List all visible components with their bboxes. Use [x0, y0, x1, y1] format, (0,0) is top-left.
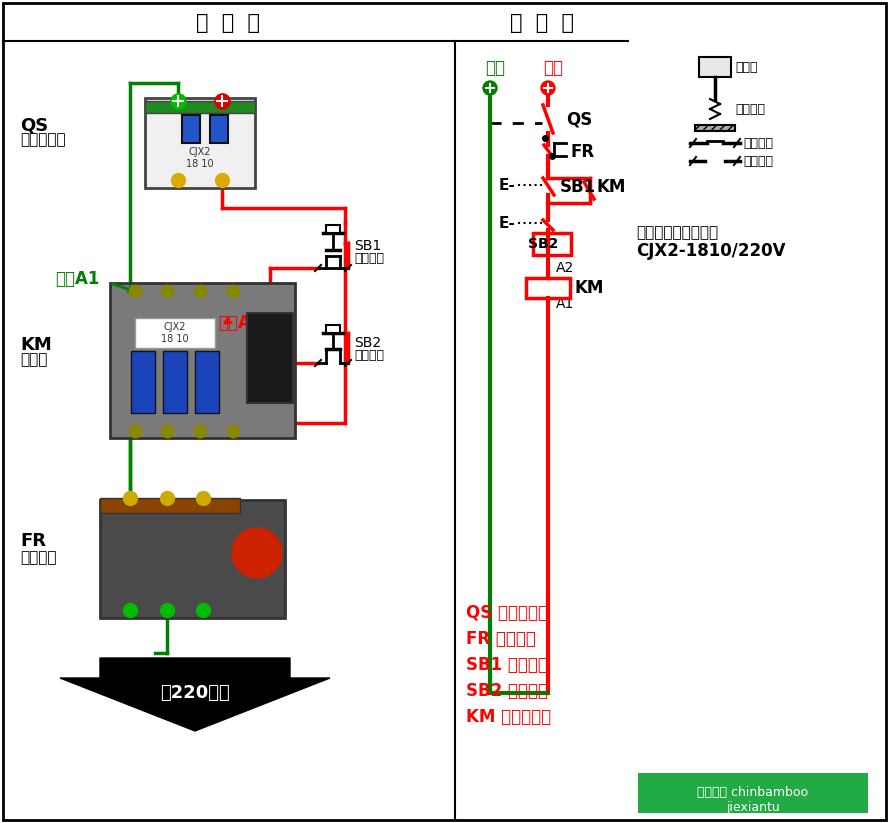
Text: 启动按钮: 启动按钮 [354, 348, 384, 361]
Text: 火线: 火线 [543, 59, 563, 77]
Text: 百度知道 chinbamboo: 百度知道 chinbamboo [698, 787, 809, 799]
Bar [100, 500, 285, 618]
Bar [135, 318, 215, 348]
Text: QS: QS [566, 110, 592, 128]
Text: SB1: SB1 [354, 239, 381, 253]
Text: 热继电器: 热继电器 [20, 551, 57, 565]
Text: 常开触头: 常开触头 [743, 155, 773, 168]
Bar [326, 325, 340, 333]
Text: SB1: SB1 [560, 178, 597, 196]
Text: E-: E- [498, 216, 515, 230]
Text: 按钮帽: 按钮帽 [735, 61, 757, 73]
Text: jiexiantu: jiexiantu [726, 801, 780, 813]
Bar [699, 57, 731, 77]
Text: CJX2
18 10: CJX2 18 10 [186, 147, 214, 169]
Bar [195, 351, 219, 413]
Text: FR 热继电器: FR 热继电器 [466, 630, 536, 648]
Bar [131, 351, 155, 413]
Bar [695, 125, 735, 131]
Text: 零线: 零线 [485, 59, 505, 77]
Text: CJX2-1810/220V: CJX2-1810/220V [636, 242, 786, 260]
Circle shape [541, 81, 555, 95]
Text: SB2 启动按钮: SB2 启动按钮 [466, 682, 548, 700]
Text: 原  理  图: 原 理 图 [510, 13, 574, 33]
Text: FR: FR [570, 143, 594, 161]
Bar [247, 313, 293, 403]
Text: SB1 停止按钮: SB1 停止按钮 [466, 656, 548, 674]
Text: SB2: SB2 [528, 237, 558, 251]
Circle shape [483, 81, 497, 95]
Text: FR: FR [20, 532, 46, 550]
Bar [100, 498, 240, 513]
Text: A2: A2 [556, 261, 574, 275]
Bar [210, 115, 228, 143]
Text: 实  物  图: 实 物 图 [196, 13, 260, 33]
Text: KM 交流接触器: KM 交流接触器 [466, 708, 551, 726]
Text: 接触器: 接触器 [20, 352, 47, 368]
Bar [145, 98, 255, 188]
Text: E-: E- [498, 178, 515, 193]
Circle shape [232, 528, 282, 578]
Text: 线圈A1: 线圈A1 [55, 270, 100, 288]
Bar [110, 283, 295, 438]
Bar [638, 773, 868, 813]
Text: KM: KM [574, 279, 604, 297]
Text: 空气断路器: 空气断路器 [20, 133, 66, 147]
Text: 常闭触头: 常闭触头 [743, 137, 773, 150]
Bar [326, 225, 340, 233]
Text: 线圈A2: 线圈A2 [218, 314, 262, 332]
Text: 注：交流接触器选用: 注：交流接触器选用 [636, 226, 718, 240]
Text: 接220电机: 接220电机 [160, 684, 230, 702]
Bar [163, 351, 187, 413]
Text: QS: QS [20, 116, 48, 134]
Text: 停止按钮: 停止按钮 [354, 252, 384, 264]
Polygon shape [60, 658, 330, 731]
Text: A1: A1 [556, 297, 574, 311]
Text: 复位弹簧: 复位弹簧 [735, 103, 765, 115]
Bar [526, 278, 570, 298]
Text: QS 空气断路器: QS 空气断路器 [466, 604, 548, 622]
Text: CJX2
18 10: CJX2 18 10 [161, 322, 188, 344]
Bar [145, 101, 255, 113]
Text: SB2: SB2 [354, 336, 381, 350]
Bar [533, 233, 571, 255]
Text: KM: KM [20, 336, 52, 354]
Bar [182, 115, 200, 143]
Text: KM: KM [596, 178, 625, 196]
